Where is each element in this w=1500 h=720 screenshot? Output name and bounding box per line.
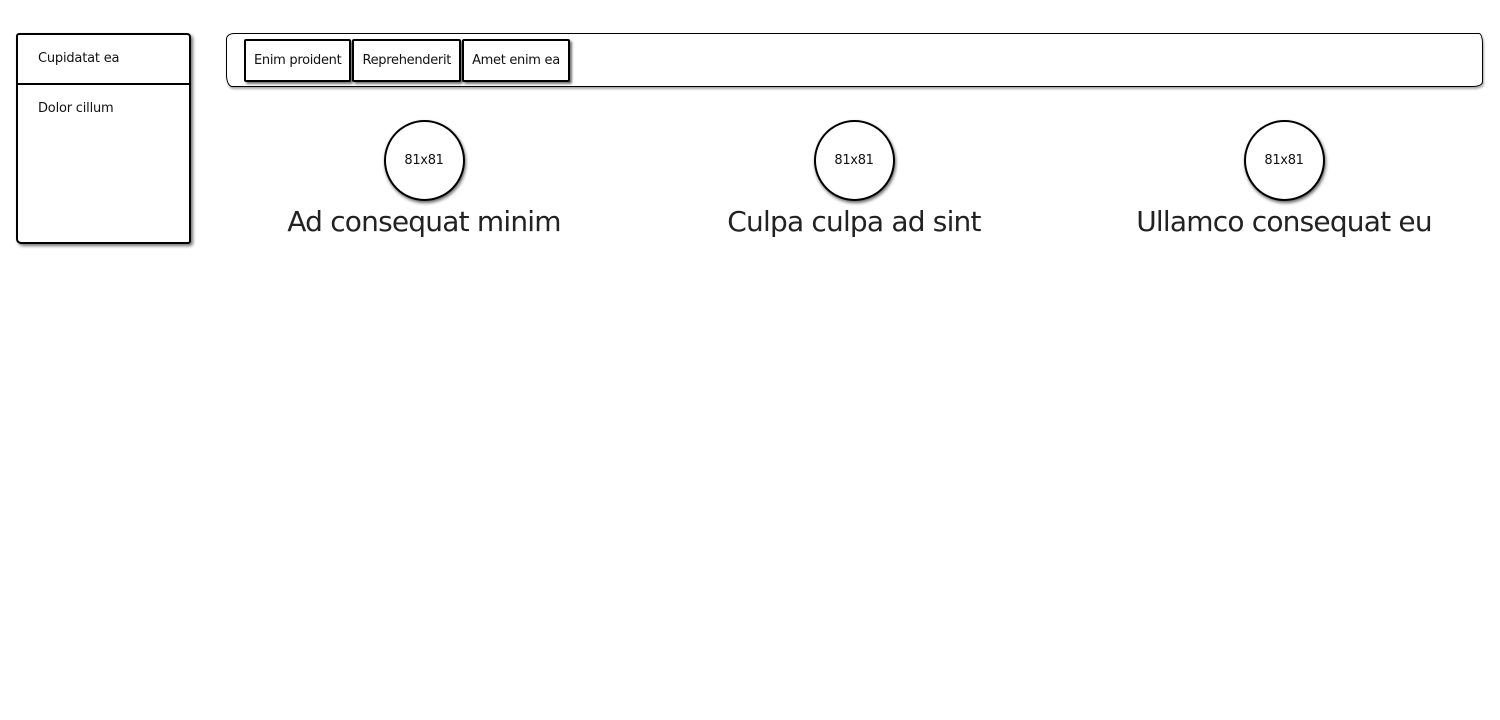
sidebar-item-cupidatat-ea[interactable]: Cupidatat ea [18, 35, 189, 85]
sidebar-item-dolor-cillum[interactable]: Dolor cillum [38, 101, 114, 116]
feature-card: 81x81 Culpa culpa ad sint [674, 120, 1034, 238]
tab-amet-enim-ea[interactable]: Amet enim ea [462, 39, 570, 82]
image-placeholder: 81x81 [1243, 120, 1325, 201]
feature-title: Ullamco consequat eu [1136, 205, 1432, 238]
feature-card: 81x81 Ad consequat minim [244, 120, 604, 238]
tab-list: Enim proident Reprehenderit Amet enim ea [244, 39, 571, 82]
tab-enim-proident[interactable]: Enim proident [244, 39, 352, 82]
image-placeholder: 81x81 [813, 120, 895, 201]
feature-title: Culpa culpa ad sint [727, 205, 981, 238]
image-placeholder: 81x81 [383, 120, 465, 201]
feature-title: Ad consequat minim [287, 205, 561, 238]
tab-reprehenderit[interactable]: Reprehenderit [352, 39, 462, 82]
feature-card: 81x81 Ullamco consequat eu [1104, 120, 1464, 238]
top-tab-bar: Enim proident Reprehenderit Amet enim ea [226, 33, 1483, 87]
sidebar: Cupidatat ea Dolor cillum [16, 33, 191, 244]
